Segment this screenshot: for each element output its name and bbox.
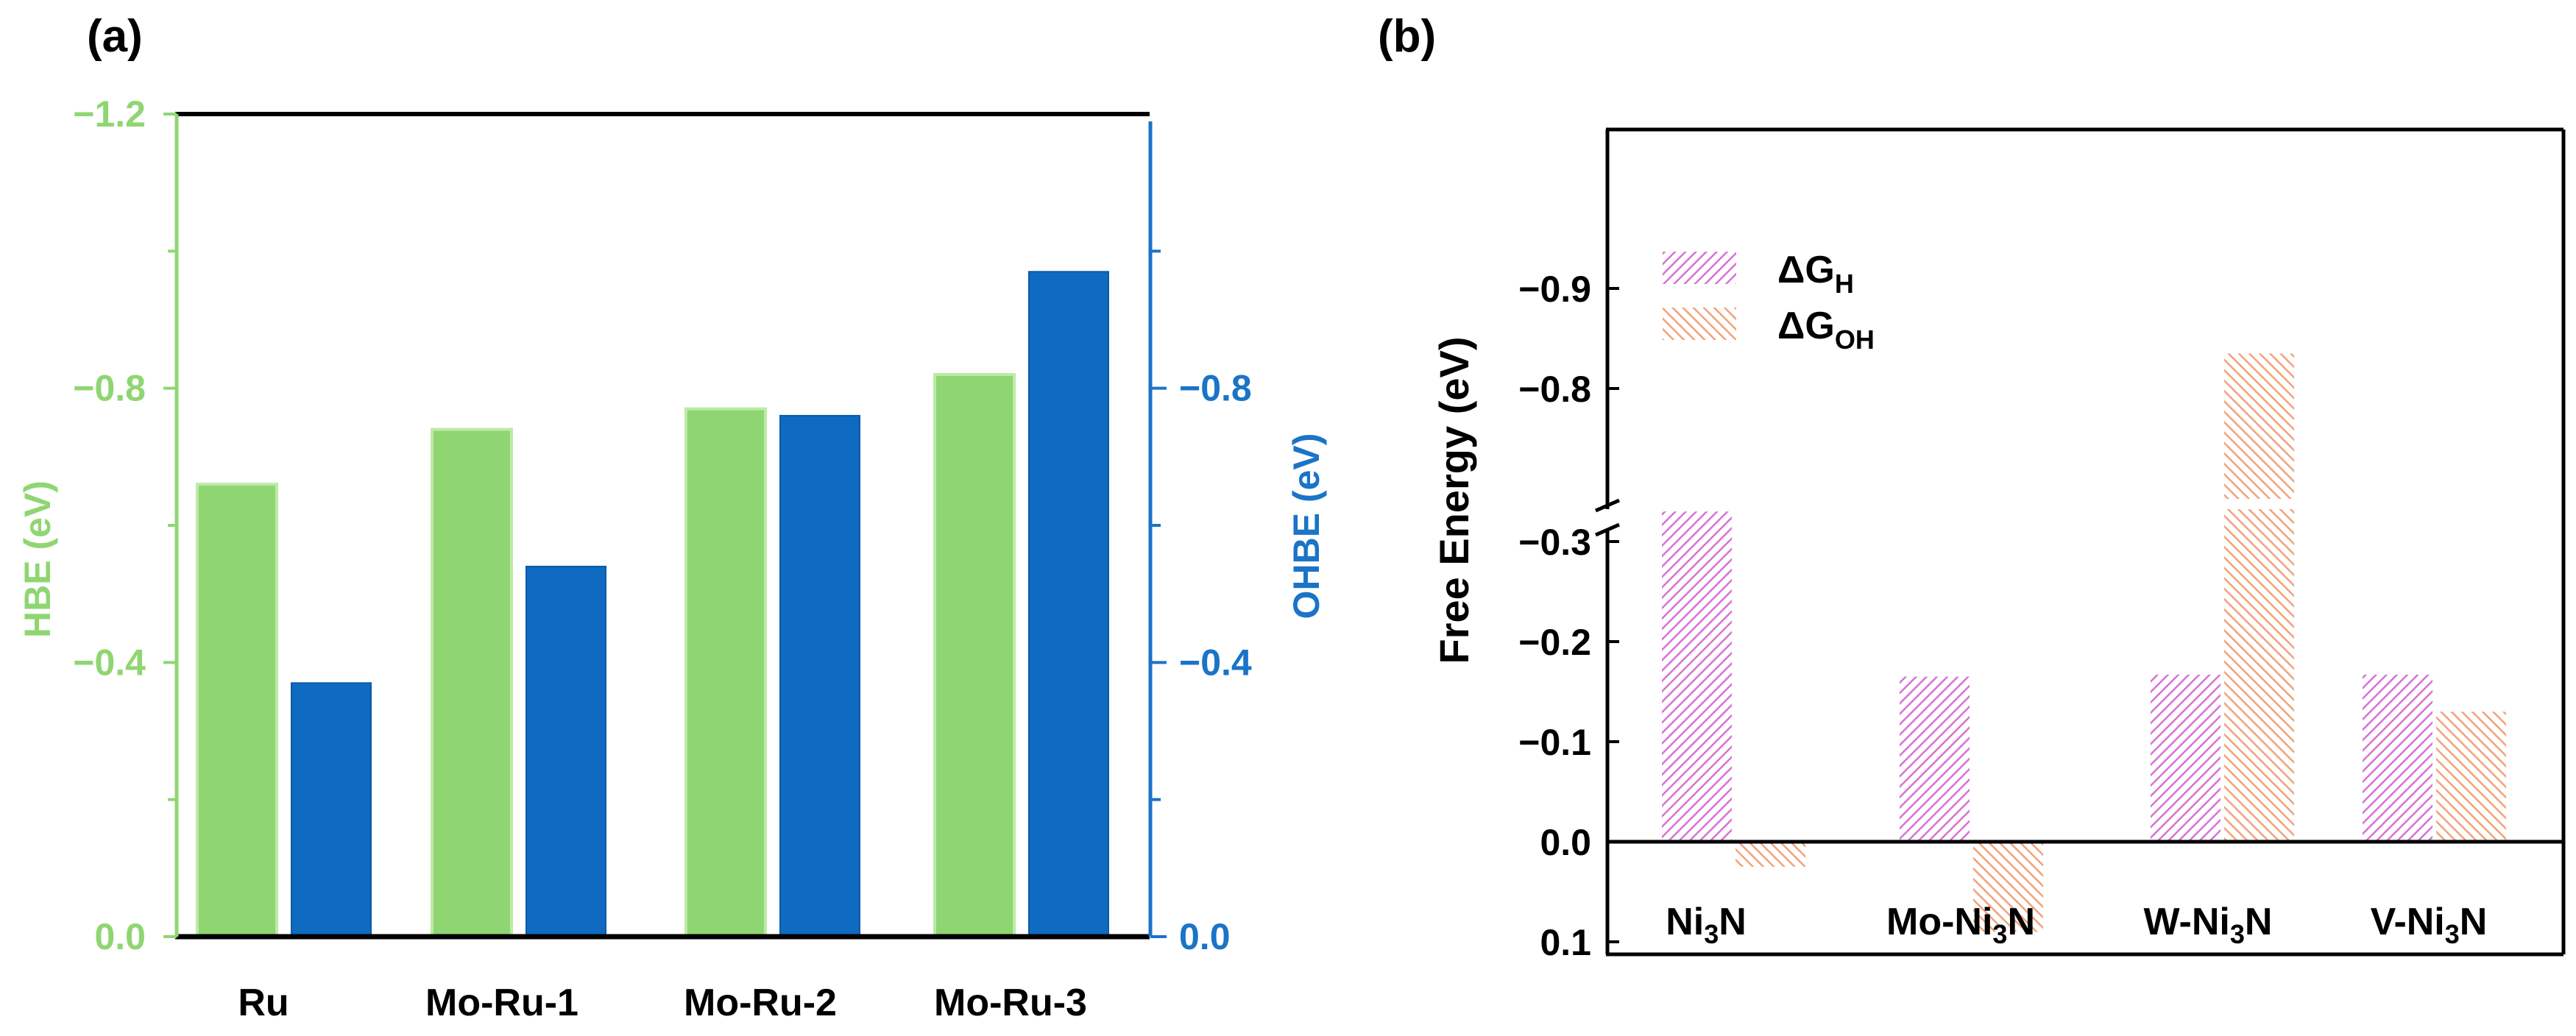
hbe-tick-label: 0.0 [94,916,146,957]
ohbe-bar-mo-ru-3 [1028,271,1109,937]
category-label-mo-ni3n: Mo-Ni3N [1886,901,2035,949]
ohbe-tick-label: −0.4 [1179,642,1252,683]
legend: ΔGH ΔGOH [1663,249,1875,355]
category-label-ni3n: Ni3N [1666,901,1747,949]
panel-b-label: (b) [1378,11,1436,62]
category-label-w-ni3n: W-Ni3N [2144,901,2273,949]
ohbe-bar-mo-ru-1 [526,565,606,938]
ohbe-tick-label: −0.8 [1179,368,1252,409]
axis-break-mark-upper [1594,498,1621,513]
free-energy-tick-label: 0.1 [1540,922,1591,963]
hbe-bar-mo-ru-3 [933,373,1016,938]
panel-b: (b) 0.1 0.0 −0.1 −0.2 −0.3 −0.8 −0.9 Free Ener… [1378,11,2566,963]
dgoh-bar-mo-ni3n [1973,842,2043,932]
hbe-tick-label: −1.2 [73,93,146,135]
hbe-axis-label: HBE (eV) [17,480,58,638]
free-energy-tick-label: −0.8 [1518,369,1591,410]
ohbe-bar-mo-ru-2 [779,414,860,937]
free-energy-tick-label: 0.0 [1540,822,1591,863]
dgh-bar-v-ni3n [2363,674,2432,842]
free-energy-axis-label: Free Energy (eV) [1431,336,1477,664]
legend-dgoh-swatch [1663,308,1736,340]
dgoh-bar-v-ni3n [2436,712,2506,842]
panel-a-bars [196,271,1109,938]
panel-b-bars [1662,353,2506,932]
ohbe-tick-label: 0.0 [1179,916,1231,957]
dgh-bar-mo-ni3n [1900,676,1970,842]
axis-break-mark-lower [1594,522,1621,537]
free-energy-tick-label: −0.2 [1518,622,1591,663]
dgoh-bar-w-ni3n-lower [2224,509,2294,842]
hbe-bar-mo-ru-1 [431,427,513,938]
category-label-v-ni3n: V-Ni3N [2371,901,2488,949]
dgoh-bar-ni3n [1735,842,1805,867]
hbe-bar-mo-ru-2 [684,407,767,938]
dgoh-bar-w-ni3n-upper [2224,353,2294,499]
panel-b-ticks: 0.1 0.0 −0.1 −0.2 −0.3 −0.8 −0.9 [1518,269,1619,963]
category-label-mo-ru-3: Mo-Ru-3 [934,982,1087,1024]
free-energy-tick-label: −0.9 [1518,269,1591,310]
panel-a: (a) 0.0−0.4−0.8−1.20.0−0.4−0.8 HBE (eV) … [17,11,1327,1024]
dgh-bar-w-ni3n [2151,674,2221,842]
ohbe-bar-ru [291,682,372,937]
legend-dgoh-label: ΔGOH [1777,305,1875,355]
dgh-bar-ni3n [1662,511,1732,842]
category-label-mo-ru-1: Mo-Ru-1 [425,982,578,1024]
panel-a-label: (a) [87,11,143,62]
category-label-ru: Ru [238,982,289,1024]
legend-dgh-label: ΔGH [1777,249,1854,299]
panel-a-ticks: 0.0 −0.4 −0.8 −1.2 0.0 −0.4 −0.8 [73,93,1252,957]
panel-b-category-labels: Ni3N Mo-Ni3N W-Ni3N V-Ni3N [1666,901,2487,949]
panel-a-category-labels: Ru Mo-Ru-1 Mo-Ru-2 Mo-Ru-3 [238,982,1087,1024]
hbe-bar-ru [196,483,278,938]
ohbe-axis-label: OHBE (eV) [1286,433,1327,620]
hbe-tick-label: −0.4 [73,642,146,683]
category-label-mo-ru-2: Mo-Ru-2 [684,982,837,1024]
legend-dgh-swatch [1663,252,1736,284]
free-energy-tick-label: −0.1 [1518,722,1591,763]
free-energy-tick-label: −0.3 [1518,522,1591,563]
hbe-tick-label: −0.8 [73,368,146,409]
